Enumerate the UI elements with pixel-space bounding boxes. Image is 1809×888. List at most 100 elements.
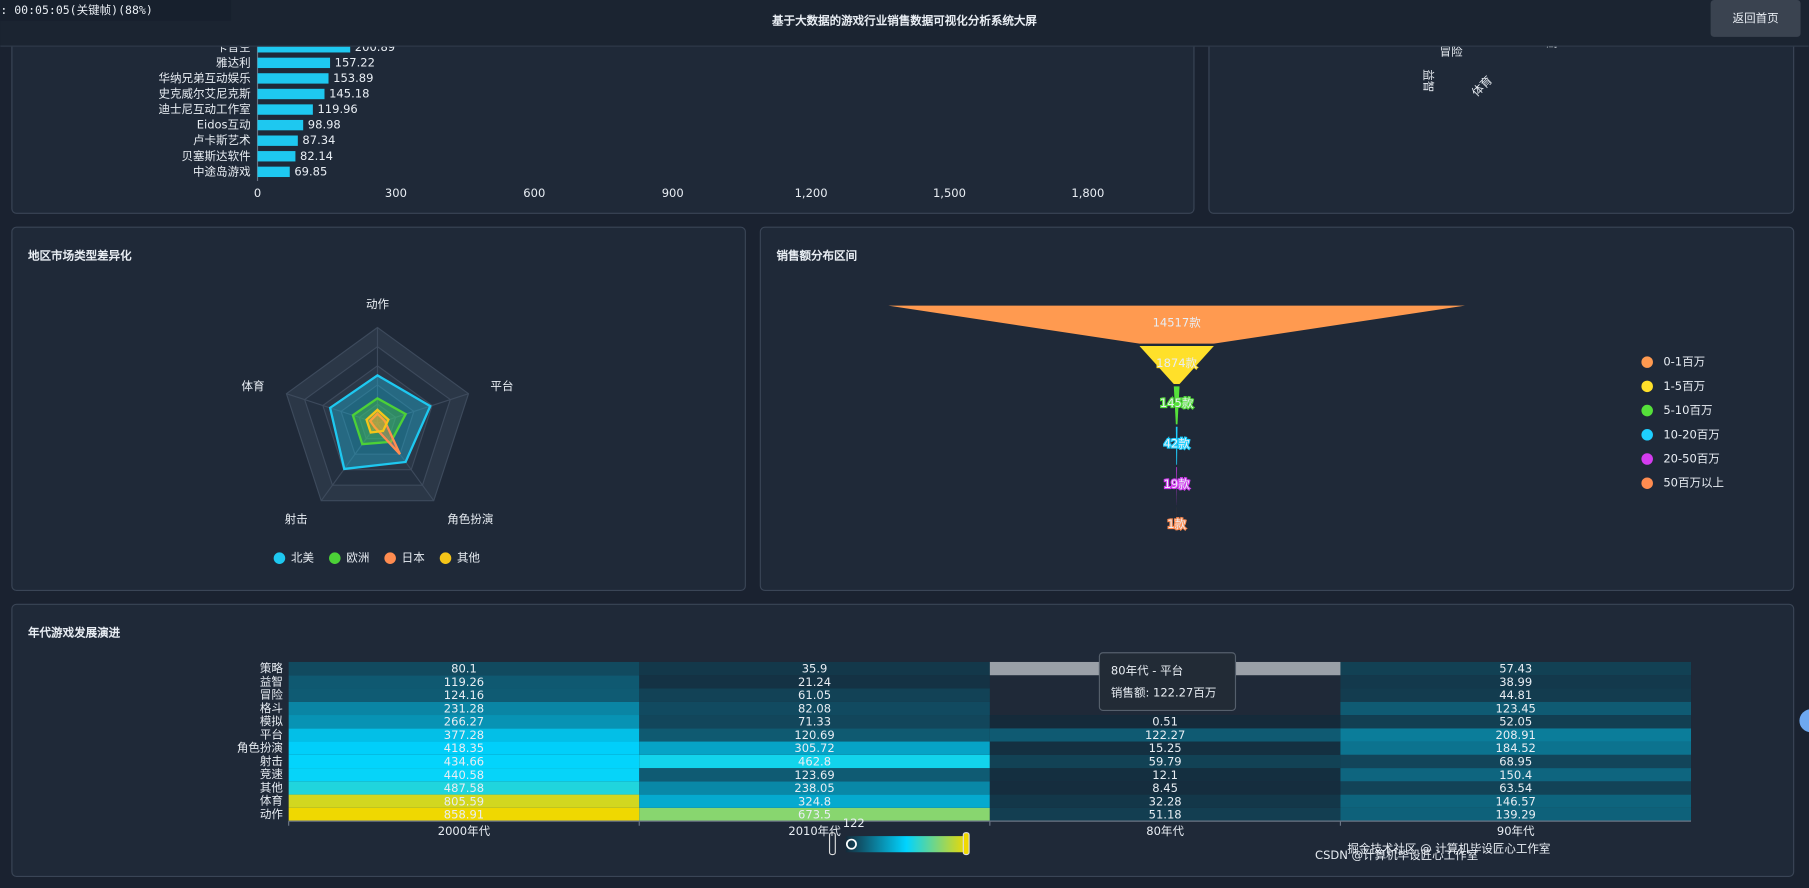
y-tick-label: 竞速 bbox=[260, 767, 284, 781]
cell-label: 57.43 bbox=[1499, 662, 1532, 676]
y-tick-label: 中途岛游戏 bbox=[193, 164, 251, 178]
legend-label: 日本 bbox=[402, 551, 426, 565]
legend-marker bbox=[1641, 453, 1653, 465]
bar-value-label: 157.22 bbox=[335, 55, 375, 69]
legend-label: 北美 bbox=[291, 551, 315, 565]
heatmap-cell bbox=[989, 768, 1341, 782]
cell-label: 673.5 bbox=[798, 808, 831, 822]
watermark: CSDN @计算机毕设匠心工作室 bbox=[1315, 848, 1478, 862]
y-tick-label: 平台 bbox=[260, 727, 283, 741]
tooltip-title: 80年代 - 平台 bbox=[1111, 664, 1183, 678]
cell-label: 462.8 bbox=[798, 755, 831, 769]
legend-marker bbox=[273, 552, 286, 564]
bar bbox=[257, 151, 296, 162]
visualmap-indicator bbox=[845, 838, 857, 850]
y-tick-label: 华纳兄弟互动娱乐 bbox=[158, 71, 251, 85]
heatmap-cell bbox=[639, 701, 990, 716]
cell-label: 440.58 bbox=[444, 768, 484, 782]
cell-label: 0.51 bbox=[1152, 715, 1178, 729]
heatmap-cell bbox=[989, 715, 1341, 729]
back-button[interactable] bbox=[1710, 0, 1801, 37]
heatmap-cell bbox=[989, 781, 1341, 795]
heatmap-cell bbox=[288, 715, 640, 729]
heatmap-cell bbox=[639, 768, 990, 782]
x-tick-label: 300 bbox=[385, 186, 407, 200]
y-tick-label: 格斗 bbox=[260, 701, 283, 715]
x-tick-label: 2010年代 bbox=[788, 824, 841, 838]
y-tick-label: 迪士尼互动工作室 bbox=[158, 102, 250, 116]
cell-label: 124.16 bbox=[444, 688, 484, 702]
bar-value-label: 87.34 bbox=[302, 133, 335, 147]
cell-label: 123.45 bbox=[1496, 701, 1536, 715]
cell-label: 123.69 bbox=[794, 768, 834, 782]
cell-label: 59.79 bbox=[1149, 755, 1182, 769]
panel-title: 年代游戏发展演进 bbox=[28, 626, 121, 640]
heatmap-cell bbox=[639, 781, 990, 795]
cell-label: 21.24 bbox=[798, 675, 831, 689]
tooltip-box bbox=[1098, 652, 1237, 711]
legend-marker bbox=[1641, 477, 1653, 489]
panel bbox=[759, 226, 1795, 592]
legend-label: 5-10百万 bbox=[1663, 403, 1712, 417]
heatmap-cell bbox=[1340, 794, 1692, 808]
bar bbox=[257, 135, 298, 146]
heatmap-cell bbox=[1340, 781, 1692, 795]
cell-label: 139.29 bbox=[1496, 808, 1536, 822]
funnel-segment bbox=[1176, 467, 1178, 506]
heatmap-cell bbox=[639, 794, 990, 808]
cell-label: 266.27 bbox=[444, 715, 484, 729]
back-button-label[interactable]: 返回首页 bbox=[1733, 11, 1779, 25]
cell-label: 231.28 bbox=[444, 701, 484, 715]
visualmap-handle[interactable] bbox=[962, 832, 970, 856]
cell-label: 12.1 bbox=[1152, 768, 1178, 782]
bar bbox=[257, 57, 331, 69]
y-tick-label: 雅达利 bbox=[216, 55, 251, 69]
heatmap-cell bbox=[288, 728, 640, 742]
heatmap-cell bbox=[288, 688, 640, 702]
legend-label: 其他 bbox=[457, 551, 481, 565]
radar-area bbox=[365, 408, 390, 434]
legend-label: 欧洲 bbox=[346, 551, 369, 565]
bar-value-label: 98.98 bbox=[308, 118, 341, 132]
legend-label: 20-50百万 bbox=[1663, 451, 1720, 465]
legend-label: 10-20百万 bbox=[1663, 427, 1720, 441]
cell-label: 120.69 bbox=[794, 728, 834, 742]
panel-title: 销售额分布区间 bbox=[776, 249, 857, 263]
heatmap-cell bbox=[1340, 701, 1692, 716]
heatmap-cell bbox=[639, 728, 990, 742]
visualmap-handle[interactable] bbox=[828, 832, 836, 856]
legend-marker bbox=[1641, 429, 1653, 441]
funnel-label: 42款 bbox=[1164, 437, 1191, 451]
heatmap-cell bbox=[288, 794, 640, 808]
heatmap-cell bbox=[1340, 715, 1692, 729]
heatmap-cell bbox=[1340, 754, 1692, 769]
radar-area bbox=[328, 374, 432, 471]
cell-label: 51.18 bbox=[1149, 808, 1182, 822]
y-tick-label: 益智 bbox=[260, 674, 283, 688]
x-tick-label: 80年代 bbox=[1146, 824, 1184, 838]
cell-label: 71.33 bbox=[798, 715, 831, 729]
page-title: 基于大数据的游戏行业销售数据可视化分析系统大屏 bbox=[771, 13, 1037, 27]
cell-label: 184.52 bbox=[1496, 741, 1536, 755]
x-tick-label: 1,800 bbox=[1071, 186, 1104, 200]
word: 益智 bbox=[1422, 69, 1436, 92]
cell-label: 35.9 bbox=[802, 662, 828, 676]
bar bbox=[257, 104, 313, 115]
word: 冒险 bbox=[1440, 44, 1464, 58]
x-tick-label: 1,200 bbox=[795, 186, 828, 200]
y-tick-label: 动作 bbox=[260, 807, 284, 821]
bar-value-label: 69.85 bbox=[294, 164, 327, 178]
cell-label: 15.25 bbox=[1149, 741, 1182, 755]
cell-label: 208.91 bbox=[1496, 728, 1536, 742]
legend-marker bbox=[1641, 380, 1653, 393]
cell-label: 305.72 bbox=[794, 741, 834, 755]
cell-label: 122.27 bbox=[1145, 728, 1185, 742]
y-tick-label: 卢卡斯艺术 bbox=[193, 133, 251, 147]
y-tick-label: 模拟 bbox=[260, 714, 284, 728]
cell-label: 82.08 bbox=[798, 701, 831, 715]
visualmap-value: 122 bbox=[843, 816, 865, 830]
funnel-label: 1874款 bbox=[1156, 356, 1197, 370]
y-tick-label: 贝塞斯达软件 bbox=[182, 149, 251, 163]
cell-label: 377.28 bbox=[444, 728, 484, 742]
